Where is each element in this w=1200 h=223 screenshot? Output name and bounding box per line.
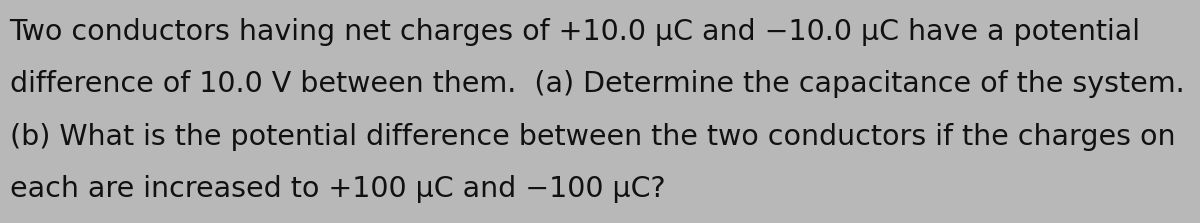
- Text: each are increased to +100 μC and −100 μC?: each are increased to +100 μC and −100 μ…: [10, 175, 665, 203]
- Text: Two conductors having net charges of +10.0 μC and −10.0 μC have a potential: Two conductors having net charges of +10…: [10, 18, 1140, 46]
- Text: (b) What is the potential difference between the two conductors if the charges o: (b) What is the potential difference bet…: [10, 123, 1175, 151]
- Text: difference of 10.0 V between them.  (a) Determine the capacitance of the system.: difference of 10.0 V between them. (a) D…: [10, 70, 1184, 98]
